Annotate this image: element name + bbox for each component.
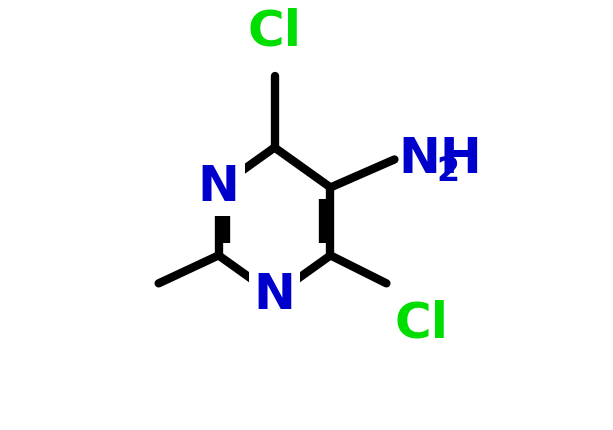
Text: 2: 2 (436, 155, 460, 188)
Text: NH: NH (398, 135, 482, 184)
Text: N: N (254, 271, 295, 319)
Text: Cl: Cl (248, 8, 302, 55)
Text: N: N (197, 163, 240, 212)
Text: Cl: Cl (394, 299, 449, 347)
